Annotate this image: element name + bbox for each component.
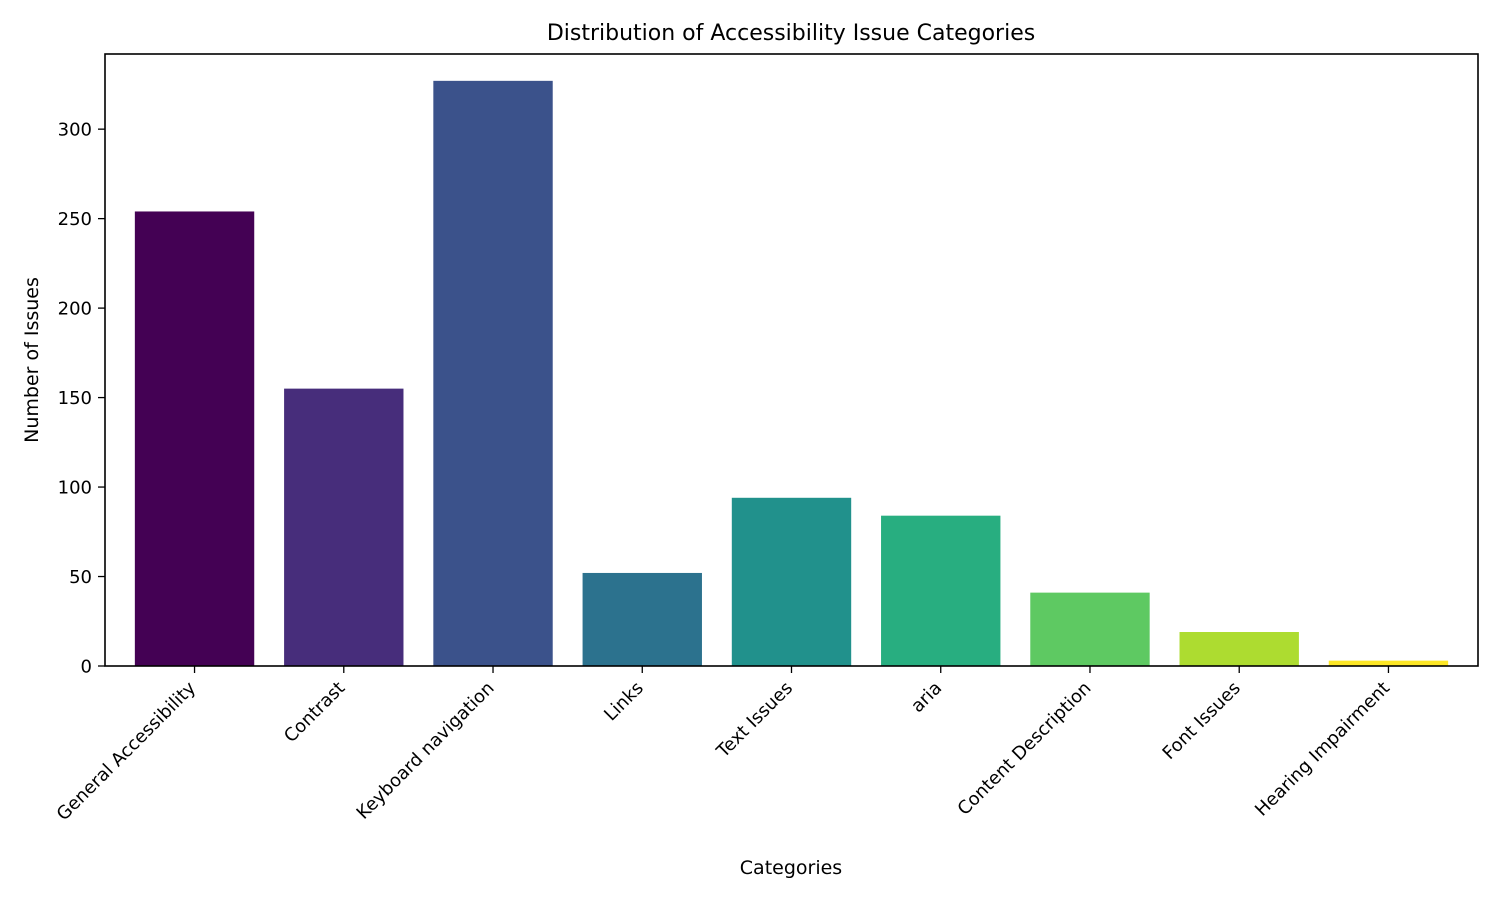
y-tick-label: 50 xyxy=(69,567,92,588)
bar-text-issues xyxy=(731,497,852,666)
bar-content-description xyxy=(1030,592,1150,666)
y-axis: 0 50 100 150 200 250 300 xyxy=(58,120,105,678)
y-tick-label: 0 xyxy=(81,657,92,678)
x-tick-label: aria xyxy=(907,678,946,717)
bar-aria xyxy=(881,515,1001,666)
x-tick-label: Links xyxy=(600,678,648,726)
y-tick-label: 250 xyxy=(58,209,92,230)
bars-group xyxy=(134,80,1449,667)
x-axis: General Accessibility Contrast Keyboard na… xyxy=(53,666,1394,825)
x-tick-label: Hearing Impairment xyxy=(1251,678,1394,821)
bar-hearing-impairment xyxy=(1328,660,1449,666)
bar-links xyxy=(582,572,702,666)
bar-general-accessibility xyxy=(134,211,255,666)
y-tick-label: 300 xyxy=(58,120,92,141)
y-axis-label: Number of Issues xyxy=(21,277,43,443)
chart-title: Distribution of Accessibility Issue Cate… xyxy=(547,21,1035,46)
x-tick-label: Font Issues xyxy=(1159,678,1245,764)
bar-font-issues xyxy=(1179,632,1299,666)
x-tick-label: General Accessibility xyxy=(53,677,201,825)
x-tick-label: Content Description xyxy=(954,678,1096,820)
x-tick-label: Text Issues xyxy=(712,678,797,763)
bar-contrast xyxy=(284,388,404,666)
y-tick-label: 100 xyxy=(58,478,92,499)
y-tick-label: 150 xyxy=(58,388,92,409)
x-tick-label: Keyboard navigation xyxy=(353,678,499,824)
y-tick-label: 200 xyxy=(58,299,92,320)
x-axis-label: Categories xyxy=(740,857,842,879)
x-tick-label: Contrast xyxy=(280,678,349,747)
bar-keyboard-navigation xyxy=(433,80,553,667)
